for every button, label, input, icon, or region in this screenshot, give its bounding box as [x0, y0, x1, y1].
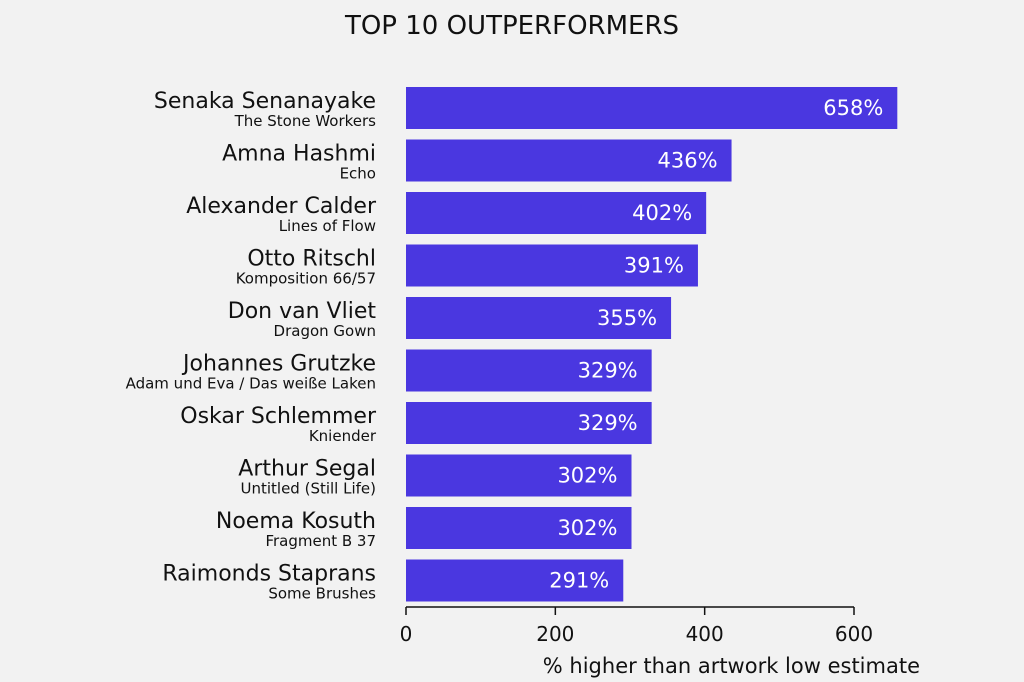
artist-label: Don van Vliet: [228, 299, 377, 324]
data-label: 402%: [632, 201, 692, 225]
artwork-label: Lines of Flow: [279, 217, 376, 235]
artwork-label: Fragment B 37: [265, 532, 376, 550]
data-label: 302%: [557, 516, 617, 540]
bar: [406, 402, 652, 444]
x-tick-label: 200: [536, 622, 574, 646]
bar: [406, 559, 624, 602]
artwork-label: The Stone Workers: [234, 112, 377, 130]
artist-label: Noema Kosuth: [216, 509, 376, 534]
chart-title: TOP 10 OUTPERFORMERS: [344, 11, 679, 41]
bar: [406, 244, 698, 287]
artwork-label: Kniender: [309, 427, 377, 445]
bars-group: 658% 436% 402% 391% 355% 329% 329% 302% 302% 291%: [406, 87, 898, 602]
artwork-label: Komposition 66/57: [236, 270, 376, 288]
artist-label: Arthur Segal: [238, 457, 376, 482]
data-label: 355%: [597, 306, 657, 330]
bar: [406, 507, 632, 549]
data-label: 436%: [657, 149, 717, 173]
artwork-label: Echo: [340, 165, 376, 183]
data-label: 329%: [578, 411, 638, 435]
artist-label: Otto Ritschl: [247, 247, 376, 272]
artwork-label: Dragon Gown: [274, 322, 376, 340]
artwork-label: Untitled (Still Life): [240, 480, 376, 498]
bar: [406, 192, 707, 234]
artist-label: Oskar Schlemmer: [180, 404, 377, 429]
x-axis-title: % higher than artwork low estimate: [543, 654, 920, 678]
bar: [406, 139, 732, 182]
bar: [406, 349, 652, 392]
artist-label: Alexander Calder: [186, 194, 377, 219]
data-label: 291%: [549, 569, 609, 593]
data-label: 658%: [823, 96, 883, 120]
bar: [406, 297, 672, 339]
artist-label: Amna Hashmi: [222, 142, 376, 167]
x-tick-label: 600: [835, 622, 873, 646]
x-axis: 0 200 400 600: [400, 606, 873, 646]
artist-label: Johannes Grutzke: [181, 352, 376, 377]
artist-label: Senaka Senanayake: [154, 89, 376, 114]
bar: [406, 454, 632, 497]
data-label: 391%: [624, 254, 684, 278]
artist-label: Raimonds Staprans: [162, 562, 376, 587]
artwork-label: Some Brushes: [268, 585, 376, 603]
artwork-label: Adam und Eva / Das weiße Laken: [126, 375, 376, 393]
x-tick-label: 400: [686, 622, 724, 646]
x-tick-label: 0: [400, 622, 413, 646]
data-label: 329%: [578, 359, 638, 383]
bar: [406, 87, 898, 129]
data-label: 302%: [557, 464, 617, 488]
